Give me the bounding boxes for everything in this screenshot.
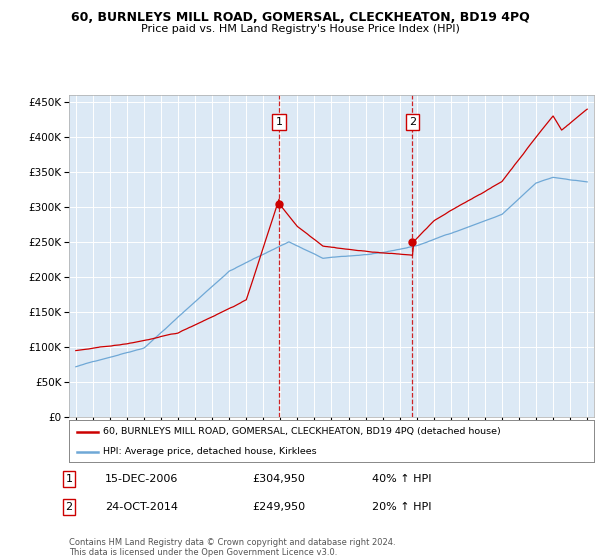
Text: HPI: Average price, detached house, Kirklees: HPI: Average price, detached house, Kirk… [103,447,317,456]
Text: 20% ↑ HPI: 20% ↑ HPI [372,502,431,512]
Text: 2: 2 [65,502,73,512]
Text: £249,950: £249,950 [252,502,305,512]
Text: 24-OCT-2014: 24-OCT-2014 [105,502,178,512]
Text: 60, BURNLEYS MILL ROAD, GOMERSAL, CLECKHEATON, BD19 4PQ (detached house): 60, BURNLEYS MILL ROAD, GOMERSAL, CLECKH… [103,427,501,436]
Text: 60, BURNLEYS MILL ROAD, GOMERSAL, CLECKHEATON, BD19 4PQ: 60, BURNLEYS MILL ROAD, GOMERSAL, CLECKH… [71,11,529,24]
Text: 2: 2 [409,117,416,127]
Text: Price paid vs. HM Land Registry's House Price Index (HPI): Price paid vs. HM Land Registry's House … [140,24,460,34]
Text: Contains HM Land Registry data © Crown copyright and database right 2024.
This d: Contains HM Land Registry data © Crown c… [69,538,395,557]
Text: £304,950: £304,950 [252,474,305,484]
Text: 1: 1 [65,474,73,484]
Text: 15-DEC-2006: 15-DEC-2006 [105,474,178,484]
Text: 1: 1 [275,117,283,127]
Text: 40% ↑ HPI: 40% ↑ HPI [372,474,431,484]
